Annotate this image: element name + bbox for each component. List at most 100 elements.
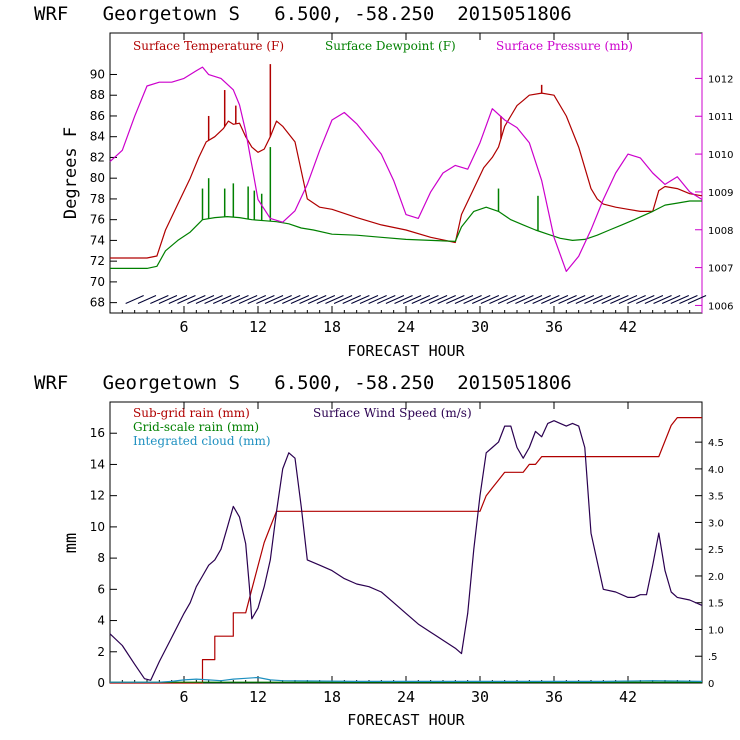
wind-barb [213,295,232,304]
wind-barb [368,295,387,304]
x-tick-label: 12 [249,688,267,706]
wind-barb [342,295,361,304]
wind-barb [472,295,491,304]
x-tick-label: 30 [471,318,489,336]
wind-barb [377,295,396,304]
left-tick-label: 10 [90,520,105,534]
wind-barb [264,295,284,304]
wind-barb [256,295,275,304]
panel2-series [109,417,703,684]
left-tick-label: 88 [90,88,105,102]
wind-barb [575,295,595,304]
x-tick-label: 36 [545,318,563,336]
wind-barb [385,295,405,304]
left-tick-label: 72 [90,254,105,268]
wind-barb [523,295,543,304]
wind-barb [679,295,698,304]
right-tick-label: 3.5 [708,492,724,503]
wind-barb [653,295,672,304]
left-tick-label: 14 [90,457,105,471]
panel1-xlabel: FORECAST HOUR [347,342,465,360]
panel1-series [109,64,707,304]
wind-barb [558,295,577,304]
left-tick-label: 76 [90,213,105,227]
series-line-surface-temperature-f [110,92,703,259]
wind-barb [125,295,144,304]
wind-barb [177,295,196,304]
left-tick-label: 90 [90,67,105,81]
panel1-title: WRF Georgetown S 6.500, -58.250 20150518… [34,3,572,25]
wind-barb [221,295,241,304]
wind-barb [137,295,157,304]
wind-barb [437,295,456,304]
right-tick-label: 1010 [708,150,733,161]
legend-subgrid-rain: Sub-grid rain (mm) [133,406,250,420]
wind-barb [230,295,249,304]
wind-barb [618,295,638,304]
left-tick-label: 16 [90,426,105,440]
left-tick-label: 80 [90,171,105,185]
wind-barb [273,295,292,304]
wind-barb [325,295,344,304]
wind-barb [299,295,318,304]
wind-barb [463,295,482,304]
wind-barb [351,295,370,304]
left-tick-label: 8 [97,551,105,565]
legend-gridscale-rain: Grid-scale rain (mm) [133,420,259,434]
wind-barb [247,295,266,304]
wind-barb [610,295,629,304]
series-line-integrated-cloud-mm [110,676,703,683]
rain-panel: WRF Georgetown S 6.500, -58.250 20150518… [34,372,724,729]
wind-barb [661,295,681,304]
wind-barb [636,295,655,304]
left-tick-label: 12 [90,489,105,503]
panel1-ylabel: Degrees F [61,127,81,219]
wind-barb [480,295,500,304]
x-tick-label: 18 [323,318,341,336]
left-tick-label: 68 [90,296,105,310]
x-tick-label: 42 [619,318,637,336]
left-tick-label: 70 [90,275,105,289]
series-line-sub-grid-rain-mm [110,417,702,684]
x-tick-label: 24 [397,318,415,336]
right-tick-label: .5 [708,652,718,663]
left-tick-label: 78 [90,192,105,206]
wind-barb [541,295,560,304]
wind-barb [627,295,646,304]
wind-barb [195,295,215,304]
x-tick-label: 24 [397,688,415,706]
right-tick-label: 1008 [708,226,733,237]
left-tick-label: 0 [97,676,105,690]
legend-pressure: Surface Pressure (mb) [496,39,633,53]
right-tick-label: 1009 [708,188,733,199]
temperature-panel: WRF Georgetown S 6.500, -58.250 20150518… [34,3,733,360]
wind-barb [359,295,379,304]
legend-dewpoint: Surface Dewpoint (F) [325,39,456,53]
wind-barb [670,295,690,304]
wind-barb [454,295,474,304]
wind-barb [428,295,448,304]
right-tick-label: 0 [708,679,714,690]
series-line-surface-pressure-mb [109,66,703,272]
wind-barb [168,295,188,304]
right-tick-label: 1012 [708,74,733,85]
x-tick-label: 6 [179,318,188,336]
wind-barb [566,295,586,304]
right-tick-label: 3.0 [708,518,724,529]
wind-barb [446,295,465,304]
wind-barb [489,295,508,304]
panel1-ticks: 6 12 18 24 30 36 42 68 70 72 74 76 78 80 82 84 86 88 90 100… [90,33,733,336]
right-tick-label: 1.5 [708,599,724,610]
right-tick-label: 2.5 [708,545,724,556]
left-tick-label: 86 [90,109,105,123]
left-tick-label: 6 [97,582,105,596]
series-line-surface-wind-speed-m-s [109,420,703,681]
wind-barb [282,295,301,304]
wind-barb [290,295,310,304]
left-tick-label: 74 [90,233,105,247]
wind-barb [394,295,413,304]
panel2-xlabel: FORECAST HOUR [347,711,465,729]
wind-barb [644,295,664,304]
wind-barb [506,295,525,304]
right-tick-label: 1.0 [708,625,724,636]
